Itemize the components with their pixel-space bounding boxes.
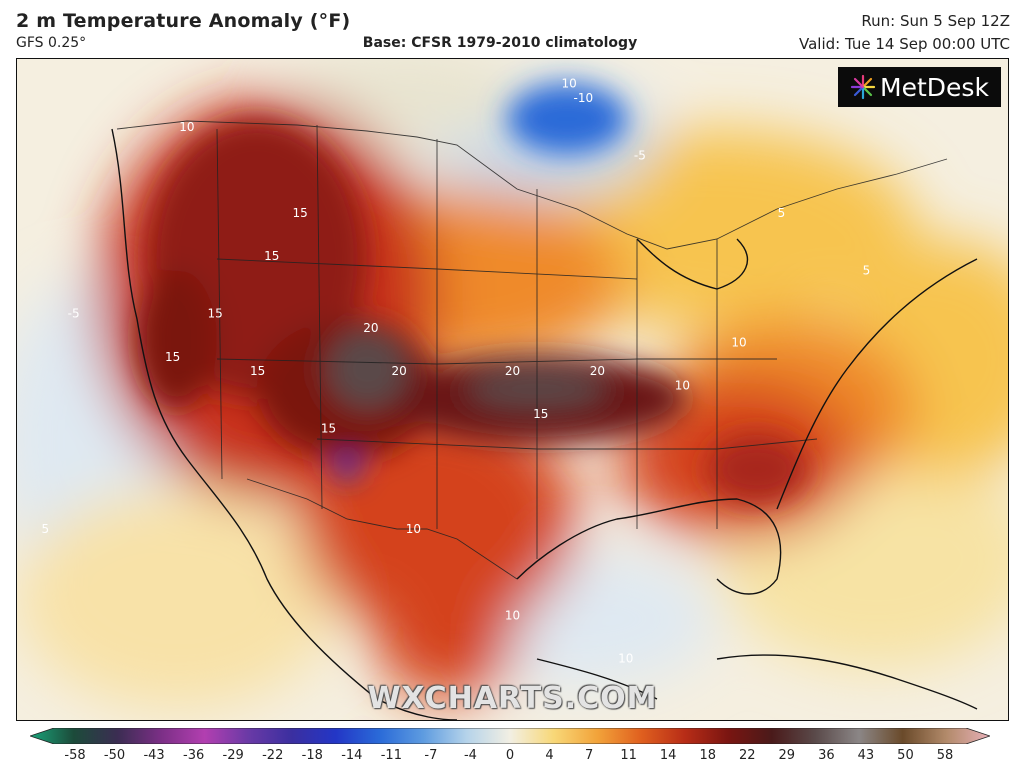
colorbar-label: -50	[103, 748, 126, 763]
colorbar-label: 18	[699, 748, 716, 763]
colorbar-label: -14	[341, 748, 363, 763]
colorbar-label: 29	[778, 748, 796, 763]
colorbar-label: -11	[380, 748, 402, 763]
contour-label: 15	[250, 364, 265, 378]
colorbar-label: -58	[64, 748, 86, 763]
colorbar-gradient	[30, 728, 990, 744]
colorbar-label: -29	[222, 748, 244, 763]
contour-label: 20	[363, 321, 378, 335]
contour-label: 20	[590, 364, 605, 378]
watermark: WXCHARTS.COM	[367, 681, 658, 716]
contour-label: 10	[675, 379, 690, 393]
contour-label: 5	[41, 522, 49, 536]
political-borders	[116, 120, 948, 580]
colorbar-label: 4	[545, 748, 554, 763]
metdesk-burst-icon	[850, 74, 876, 100]
colorbar-labels: -58 -50 -43 -36 -29 -22 -18 -14 -11 -7 -4 0 4 7 11 14 18…	[30, 748, 990, 768]
model-label: GFS 0.25°	[16, 35, 87, 51]
colorbar-label: 22	[738, 748, 756, 763]
contour-label: 10	[179, 120, 194, 134]
colorbar-label: 0	[505, 748, 515, 763]
colorbar-label: 36	[818, 748, 835, 763]
contour-label: 15	[208, 307, 223, 321]
colorbar-label: -18	[301, 748, 323, 763]
contour-label: -5	[68, 307, 80, 321]
contour-label: 15	[533, 407, 548, 421]
contour-label: 5	[778, 206, 786, 220]
run-label: Run: Sun 5 Sep 12Z	[861, 12, 1010, 30]
base-climatology-label: Base: CFSR 1979-2010 climatology	[362, 35, 638, 51]
contour-label: 10	[406, 522, 421, 536]
colorbar-label: -36	[183, 748, 205, 763]
contour-label: 15	[264, 249, 279, 263]
metdesk-logo: MetDesk	[838, 67, 1001, 107]
contour-label: 20	[392, 364, 407, 378]
anomaly-core	[137, 84, 807, 504]
colorbar-label: -43	[143, 748, 165, 763]
contour-label: -5	[634, 149, 646, 163]
valid-time-label: Valid: Tue 14 Sep 00:00 UTC	[799, 35, 1010, 53]
contour-label: 20	[505, 364, 520, 378]
coastlines	[111, 128, 978, 720]
contour-label: 10	[561, 77, 576, 91]
colorbar-label: 58	[936, 748, 954, 763]
contour-label: 15	[165, 350, 180, 364]
colorbar-label: -7	[424, 748, 438, 763]
colorbar-label: 11	[620, 748, 637, 763]
contour-label: 5	[863, 264, 871, 278]
colorbar-label: 43	[857, 748, 875, 763]
contour-label: 10	[731, 335, 746, 349]
contour-label: 10	[505, 608, 520, 622]
logo-text: MetDesk	[880, 72, 989, 102]
contour-label: 15	[321, 422, 336, 436]
colorbar-label: -22	[262, 748, 284, 763]
colorbar-label: 7	[584, 748, 594, 763]
map-panel: 10 15 15 20 20 20 20 15 10 10 10 10 10 5 5 -5 -5 -10 10 15 1…	[16, 58, 1009, 721]
colorbar-label: 50	[897, 748, 914, 763]
colorbar-label: -4	[463, 748, 477, 763]
colorbar-label: 14	[659, 748, 677, 763]
colorbar: -58 -50 -43 -36 -29 -22 -18 -14 -11 -7 -4 0 4 7 11 14 18…	[30, 728, 990, 778]
contour-label: -10	[573, 91, 593, 105]
contour-label: 10	[618, 652, 633, 666]
chart-title: 2 m Temperature Anomaly (°F)	[16, 10, 351, 32]
contour-label: 15	[292, 206, 307, 220]
